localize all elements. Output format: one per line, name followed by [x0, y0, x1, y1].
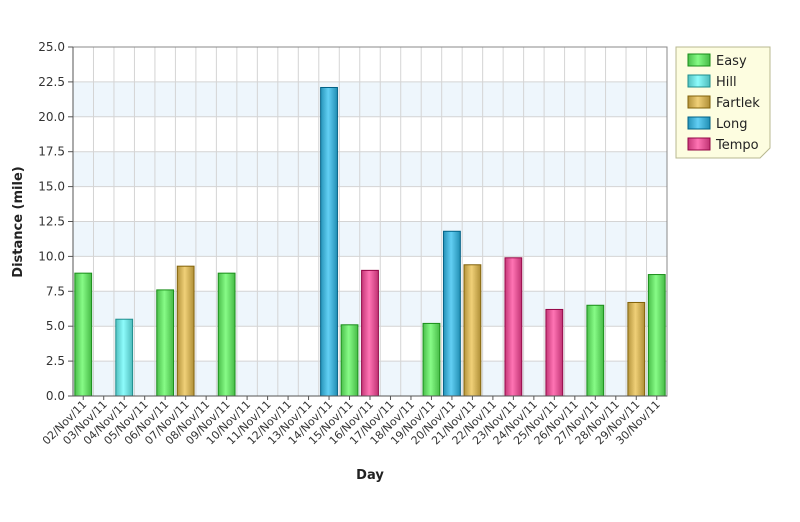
legend-label-fartlek: Fartlek	[716, 96, 760, 111]
y-tick-label: 0.0	[46, 389, 65, 403]
y-tick-label: 5.0	[46, 319, 65, 333]
bar-easy	[217, 272, 236, 397]
y-tick-label: 17.5	[38, 145, 65, 159]
bar-tempo	[361, 269, 379, 397]
bar-long	[320, 86, 338, 397]
y-tick-label: 15.0	[38, 180, 65, 194]
bar-hill	[115, 318, 134, 397]
x-axis: 02/Nov/1103/Nov/1104/Nov/1105/Nov/1106/N…	[40, 395, 667, 447]
background-bands	[73, 81, 667, 396]
bar-easy	[422, 322, 441, 397]
bar-easy	[340, 324, 359, 397]
bar-tempo	[504, 257, 523, 397]
x-axis-title: Day	[356, 468, 384, 483]
y-tick-label: 2.5	[46, 354, 65, 368]
legend-swatch-fartlek	[687, 95, 711, 109]
legend-label-hill: Hill	[716, 75, 737, 90]
legend-label-easy: Easy	[716, 54, 747, 69]
bar-easy	[74, 272, 93, 397]
legend-swatch-easy	[687, 53, 711, 67]
bar-fartlek	[176, 265, 195, 397]
y-tick-label: 20.0	[38, 110, 65, 124]
bar-fartlek	[627, 301, 646, 397]
legend-swatch-long	[687, 116, 711, 130]
bar-easy	[156, 289, 175, 397]
plot-area	[72, 46, 668, 397]
bar-long	[443, 230, 461, 397]
bar-fartlek	[463, 264, 482, 397]
y-tick-label: 25.0	[38, 40, 65, 54]
y-tick-label: 10.0	[38, 249, 65, 263]
y-tick-label: 7.5	[46, 284, 65, 298]
bar-easy	[647, 274, 666, 397]
grid-band	[73, 151, 667, 187]
bar-easy	[586, 304, 605, 397]
legend: Easy Hill Fartlek Long Tempo	[675, 46, 771, 159]
legend-swatch-hill	[687, 74, 711, 88]
y-axis: 0.0 2.5 5.0 7.5 10.0 12.5 15.0 17.5 20.0 22.5 25.0	[38, 40, 74, 403]
y-axis-title: Distance (mile)	[11, 166, 26, 277]
legend-label-long: Long	[716, 117, 747, 132]
legend-swatch-tempo	[687, 137, 711, 151]
grid-band	[73, 221, 667, 257]
grid-band	[73, 81, 667, 117]
y-tick-label: 12.5	[38, 215, 65, 229]
y-tick-label: 22.5	[38, 75, 65, 89]
bar-tempo	[545, 308, 564, 397]
legend-label-tempo: Tempo	[715, 138, 759, 153]
